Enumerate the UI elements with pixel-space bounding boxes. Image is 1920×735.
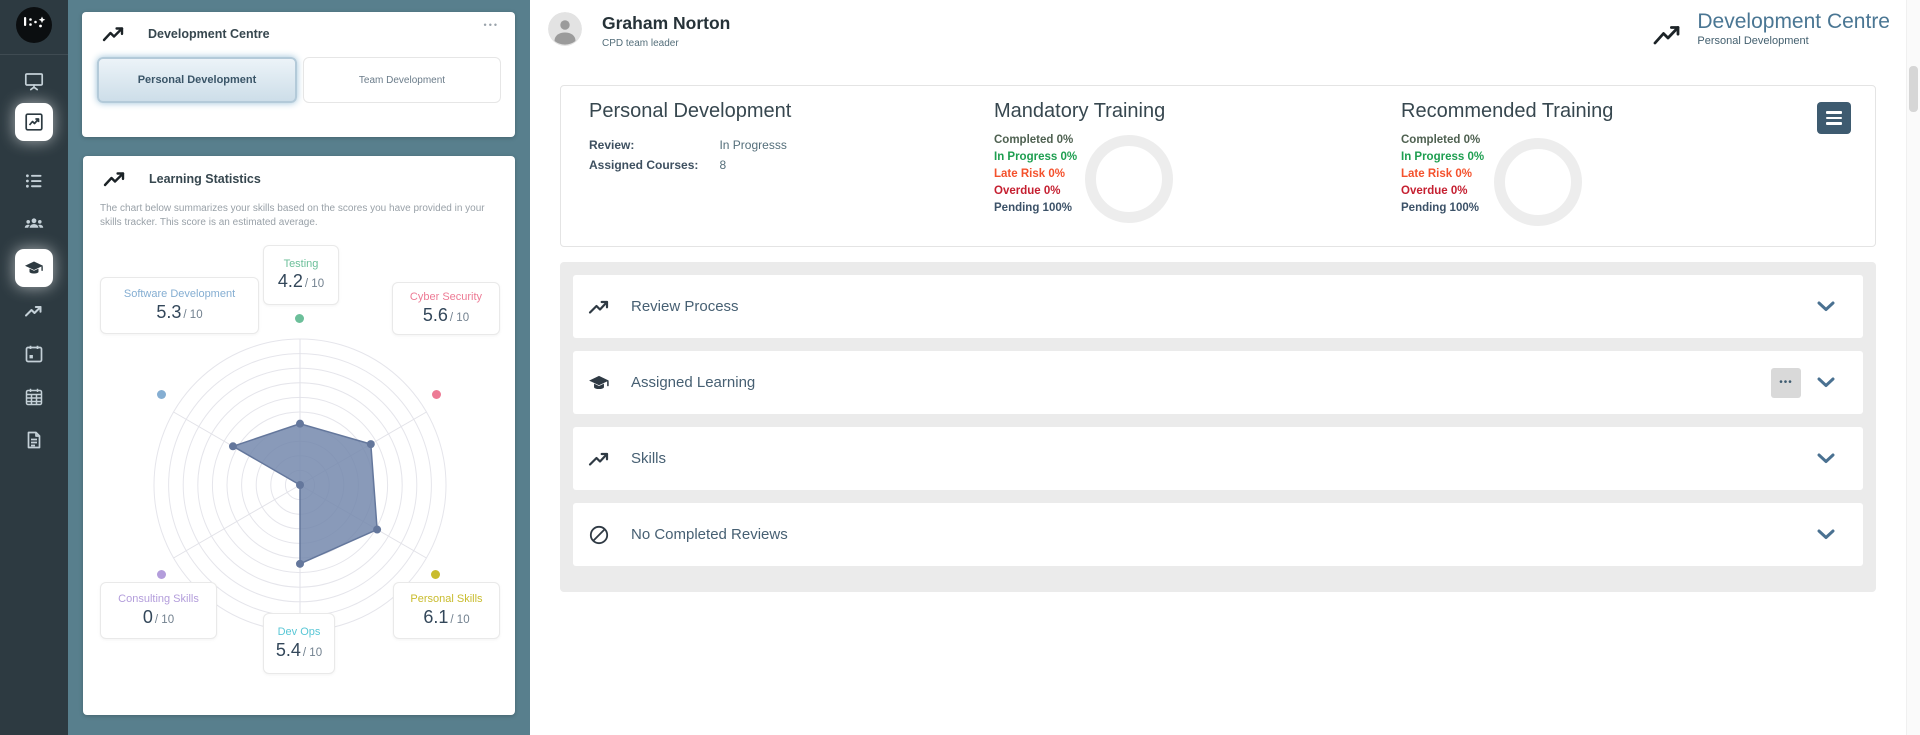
chevron-down-icon[interactable] (1817, 377, 1835, 388)
testing-axis-dot (295, 314, 304, 323)
dev-centre-card-title: Development Centre (148, 27, 270, 41)
main-content: Graham Norton CPD team leader Developmen… (530, 0, 1920, 735)
stat-late-risk: Late Risk 0% (994, 168, 1065, 180)
accordion-label: Skills (631, 450, 667, 467)
accordion-row-skills[interactable]: Skills (573, 427, 1863, 490)
list-icon[interactable] (15, 162, 53, 200)
user-role: CPD team leader (602, 38, 679, 49)
hamburger-menu-button[interactable] (1817, 102, 1851, 134)
accordion-row-assigned-learning[interactable]: Assigned Learning ••• (573, 351, 1863, 414)
summary-title: Personal Development (589, 100, 792, 122)
skill-box-software-development: Software Development 5.3/ 10 (100, 277, 259, 334)
document-icon[interactable] (15, 421, 53, 459)
calendar-grid-icon[interactable] (15, 378, 53, 416)
dev-centre-tabs: Personal Development Team Development (97, 57, 501, 103)
stat-pending: Pending 100% (994, 202, 1072, 214)
review-label: Review: (589, 138, 635, 152)
personal-skills-axis-dot (431, 570, 440, 579)
skill-label: Personal Skills (410, 593, 483, 606)
summary-title: Recommended Training (1401, 100, 1614, 122)
sidebar-divider (0, 54, 68, 55)
mandatory-training-donut (1085, 135, 1173, 223)
development-centre-card: Development Centre ••• Personal Developm… (82, 12, 515, 137)
ellipsis-menu-button[interactable]: ••• (1771, 367, 1801, 398)
chevron-down-icon[interactable] (1817, 301, 1835, 312)
tab-team-development[interactable]: Team Development (303, 57, 501, 103)
stat-overdue: Overdue 0% (1401, 185, 1468, 197)
recommended-training-donut (1494, 138, 1582, 226)
chart-box-icon[interactable] (15, 103, 53, 141)
stat-completed: Completed 0% (994, 134, 1074, 146)
cyber-security-axis-dot (432, 390, 441, 399)
learning-stats-title: Learning Statistics (149, 172, 261, 186)
accordion-label: Assigned Learning (631, 374, 756, 391)
skill-label: Testing (283, 257, 319, 270)
scrollbar (1906, 0, 1920, 735)
skill-score: 0/ 10 (142, 606, 175, 627)
monitor-icon[interactable] (15, 62, 53, 100)
users-icon[interactable] (15, 205, 53, 243)
graduation-icon[interactable] (15, 249, 53, 287)
avatar (548, 12, 582, 46)
accordion-row-no-completed-reviews[interactable]: No Completed Reviews (573, 503, 1863, 566)
review-value: In Progresss (719, 138, 787, 152)
skill-box-testing: Testing 4.2/ 10 (263, 245, 339, 305)
skill-box-consulting-skills: Consulting Skills 0/ 10 (100, 582, 217, 639)
assigned-courses-value: 8 (719, 158, 727, 172)
app-logo[interactable] (16, 7, 52, 43)
assigned-courses-row: Assigned Courses: 8 (589, 156, 726, 174)
learning-stats-description: The chart below summarizes your skills b… (100, 203, 485, 228)
stat-completed: Completed 0% (1401, 134, 1481, 146)
skill-box-personal-skills: Personal Skills 6.1/ 10 (393, 582, 500, 639)
stat-late-risk: Late Risk 0% (1401, 168, 1472, 180)
development-panel: Development Centre ••• Personal Developm… (68, 0, 530, 735)
page-header: Development Centre Personal Development (1653, 10, 1890, 51)
summary-title: Mandatory Training (994, 100, 1166, 122)
app-sidebar (0, 0, 68, 735)
calendar-icon[interactable] (15, 335, 53, 373)
scrollbar-thumb[interactable] (1909, 66, 1918, 112)
trend-icon (1653, 24, 1683, 51)
skills-radar-chart (153, 338, 447, 632)
skill-score: 5.3/ 10 (156, 301, 203, 322)
graduation-icon (587, 371, 611, 395)
tab-personal-development[interactable]: Personal Development (97, 57, 297, 103)
stat-in-progress: In Progress 0% (994, 151, 1078, 163)
trend-icon (102, 25, 126, 43)
trend-icon (103, 170, 127, 188)
assigned-courses-label: Assigned Courses: (589, 158, 699, 172)
skill-score: 5.4/ 10 (275, 639, 323, 660)
skill-score: 4.2/ 10 (277, 271, 325, 292)
stat-in-progress: In Progress 0% (1401, 151, 1485, 163)
skill-box-cyber-security: Cyber Security 5.6/ 10 (392, 282, 500, 335)
accordion-container: Review Process Assigned Learning ••• Ski… (560, 262, 1876, 592)
summary-card: Personal Development Review: In Progress… (560, 85, 1876, 247)
no-entry-icon (587, 523, 611, 547)
ellipsis-menu-icon[interactable]: ••• (483, 20, 499, 30)
trend-icon (587, 295, 611, 319)
skill-box-dev-ops: Dev Ops 5.4/ 10 (263, 613, 335, 674)
user-name: Graham Norton (602, 13, 731, 33)
trend-icon (587, 447, 611, 471)
trend-icon[interactable] (15, 292, 53, 330)
chevron-down-icon[interactable] (1817, 453, 1835, 464)
skill-label: Consulting Skills (118, 593, 199, 606)
accordion-label: No Completed Reviews (631, 526, 788, 543)
stat-pending: Pending 100% (1401, 202, 1479, 214)
skill-score: 6.1/ 10 (423, 606, 470, 627)
review-row: Review: In Progresss (589, 136, 787, 154)
stat-overdue: Overdue 0% (994, 185, 1061, 197)
skill-label: Cyber Security (409, 291, 483, 304)
page-subtitle: Personal Development (1697, 35, 1809, 48)
accordion-row-review-process[interactable]: Review Process (573, 275, 1863, 338)
chevron-down-icon[interactable] (1817, 529, 1835, 540)
skill-label: Software Development (123, 288, 236, 301)
skill-score: 5.6/ 10 (422, 304, 470, 325)
learning-statistics-card: Learning Statistics The chart below summ… (83, 156, 515, 715)
page-title: Development Centre (1697, 10, 1890, 33)
software-development-axis-dot (157, 390, 166, 399)
consulting-skills-axis-dot (157, 570, 166, 579)
accordion-label: Review Process (631, 298, 739, 315)
skill-label: Dev Ops (277, 626, 321, 639)
